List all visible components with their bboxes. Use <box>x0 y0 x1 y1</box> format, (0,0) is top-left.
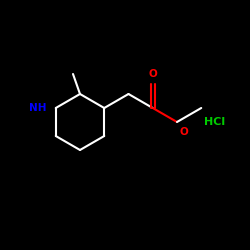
Text: NH: NH <box>29 103 47 113</box>
Text: O: O <box>180 127 189 137</box>
Text: O: O <box>148 69 157 79</box>
Text: HCl: HCl <box>204 117 226 127</box>
